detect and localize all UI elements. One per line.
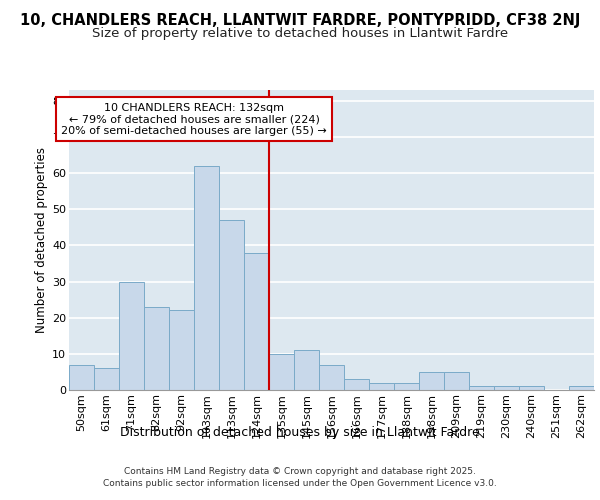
Text: Contains HM Land Registry data © Crown copyright and database right 2025.
Contai: Contains HM Land Registry data © Crown c… <box>103 466 497 487</box>
Bar <box>344 379 369 390</box>
Bar <box>94 368 119 390</box>
Bar <box>494 386 519 390</box>
Bar <box>394 383 419 390</box>
Bar <box>69 364 94 390</box>
Y-axis label: Number of detached properties: Number of detached properties <box>35 147 48 333</box>
Text: Size of property relative to detached houses in Llantwit Fardre: Size of property relative to detached ho… <box>92 28 508 40</box>
Text: 10, CHANDLERS REACH, LLANTWIT FARDRE, PONTYPRIDD, CF38 2NJ: 10, CHANDLERS REACH, LLANTWIT FARDRE, PO… <box>20 12 580 28</box>
Bar <box>319 364 344 390</box>
Bar <box>169 310 194 390</box>
Text: 10 CHANDLERS REACH: 132sqm
← 79% of detached houses are smaller (224)
20% of sem: 10 CHANDLERS REACH: 132sqm ← 79% of deta… <box>61 102 327 136</box>
Bar <box>219 220 244 390</box>
Bar <box>369 383 394 390</box>
Bar <box>144 307 169 390</box>
Bar <box>194 166 219 390</box>
Bar <box>569 386 594 390</box>
Bar <box>419 372 444 390</box>
Bar <box>244 252 269 390</box>
Bar <box>269 354 294 390</box>
Bar <box>469 386 494 390</box>
Bar <box>519 386 544 390</box>
Bar <box>294 350 319 390</box>
Bar <box>119 282 144 390</box>
Text: Distribution of detached houses by size in Llantwit Fardre: Distribution of detached houses by size … <box>120 426 480 439</box>
Bar <box>444 372 469 390</box>
